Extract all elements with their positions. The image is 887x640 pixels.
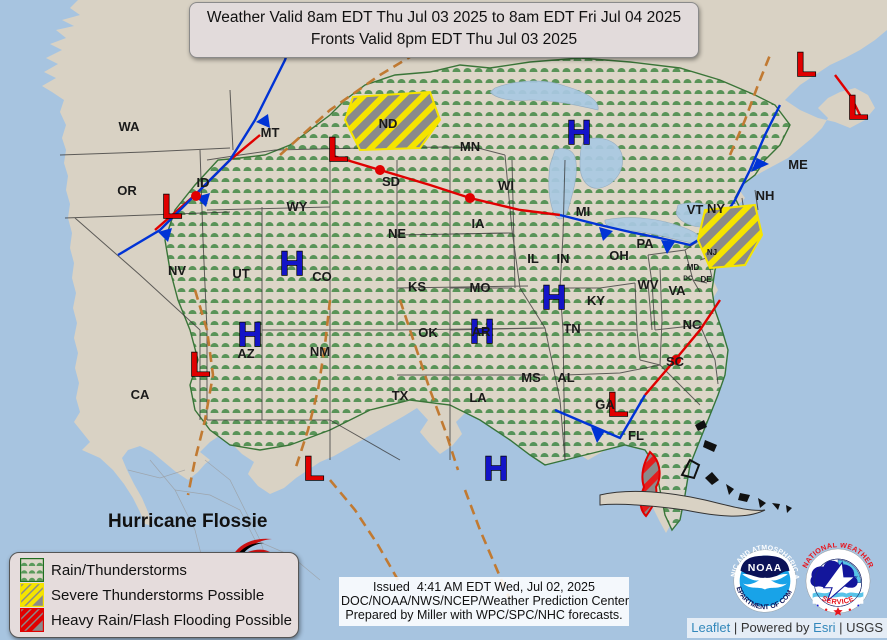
svg-text:AZ: AZ xyxy=(237,346,254,361)
svg-text:TX: TX xyxy=(392,388,409,403)
svg-text:ID: ID xyxy=(197,175,210,190)
svg-text:NE: NE xyxy=(388,226,406,241)
svg-text:UT: UT xyxy=(232,266,249,281)
svg-text:NOAA: NOAA xyxy=(748,562,782,574)
svg-text:CO: CO xyxy=(312,269,332,284)
svg-text:NC: NC xyxy=(683,317,702,332)
svg-text:ND: ND xyxy=(379,116,398,131)
svg-text:L: L xyxy=(304,450,325,488)
svg-text:ME: ME xyxy=(788,157,808,172)
svg-text:AR: AR xyxy=(472,324,491,339)
svg-text:DE: DE xyxy=(700,275,712,284)
svg-text:IN: IN xyxy=(557,251,570,266)
svg-text:FL: FL xyxy=(628,428,644,443)
svg-text:VA: VA xyxy=(668,283,686,298)
svg-text:NV: NV xyxy=(168,263,186,278)
svg-text:NJ: NJ xyxy=(707,248,717,257)
svg-text:KS: KS xyxy=(408,279,426,294)
svg-text:MO: MO xyxy=(470,280,491,295)
svg-text:VT: VT xyxy=(687,202,704,217)
svg-text:MI: MI xyxy=(576,204,590,219)
svg-text:NM: NM xyxy=(310,344,330,359)
svg-text:WI: WI xyxy=(498,178,514,193)
svg-text:L: L xyxy=(848,89,869,127)
svg-text:PA: PA xyxy=(636,236,654,251)
svg-text:H: H xyxy=(542,279,567,317)
svg-text:SD: SD xyxy=(382,174,400,189)
svg-text:WY: WY xyxy=(287,199,308,214)
svg-text:WA: WA xyxy=(119,119,141,134)
svg-text:OR: OR xyxy=(117,183,137,198)
svg-text:MN: MN xyxy=(460,139,480,154)
svg-text:IL: IL xyxy=(527,251,539,266)
svg-text:CA: CA xyxy=(131,387,150,402)
svg-text:NH: NH xyxy=(756,188,775,203)
svg-text:L: L xyxy=(162,188,183,226)
svg-text:NY: NY xyxy=(707,201,725,216)
svg-text:LA: LA xyxy=(469,390,487,405)
svg-text:WV: WV xyxy=(638,277,659,292)
svg-text:OH: OH xyxy=(609,248,629,263)
svg-text:L: L xyxy=(328,131,349,169)
svg-text:H: H xyxy=(567,114,592,152)
svg-text:L: L xyxy=(190,346,211,384)
svg-text:TN: TN xyxy=(563,321,580,336)
svg-text:KY: KY xyxy=(587,293,605,308)
svg-text:H: H xyxy=(280,245,305,283)
svg-text:GA: GA xyxy=(595,397,615,412)
svg-text:IA: IA xyxy=(472,216,486,231)
svg-text:MT: MT xyxy=(261,125,280,140)
svg-text:MD: MD xyxy=(687,263,700,272)
svg-text:H: H xyxy=(484,450,509,488)
svg-text:SC: SC xyxy=(666,354,685,369)
svg-text:MS: MS xyxy=(521,370,541,385)
svg-text:OK: OK xyxy=(418,325,438,340)
svg-text:AL: AL xyxy=(557,370,574,385)
svg-text:L: L xyxy=(796,46,817,84)
svg-text:DC: DC xyxy=(683,275,693,282)
